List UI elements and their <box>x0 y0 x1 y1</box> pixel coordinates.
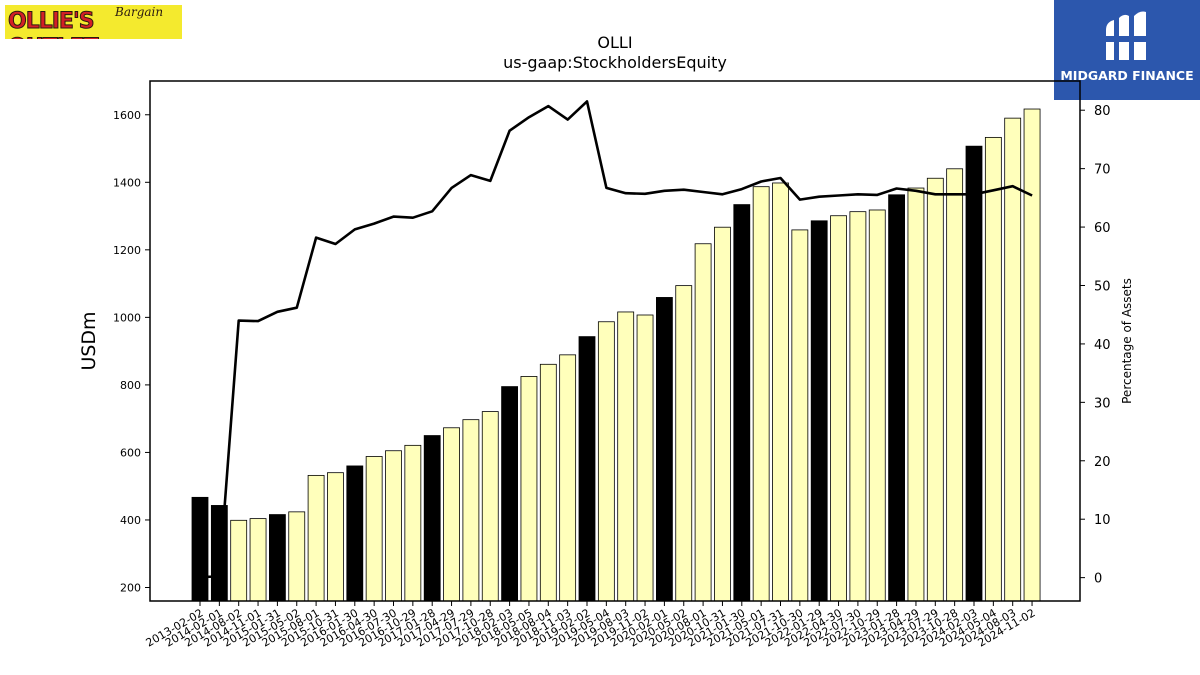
bar-2020-08-01 <box>694 243 712 602</box>
left-tick-label-1600: 1600 <box>113 109 141 122</box>
bar-2014-02-01 <box>210 505 228 602</box>
bar-2021-01-30 <box>733 204 751 602</box>
bar-2014-11-01 <box>249 518 267 602</box>
bar-2016-04-30 <box>365 456 383 602</box>
bar-2017-04-29 <box>443 427 460 602</box>
midgard-finance-logo: MIDGARD FINANCE <box>1054 0 1200 100</box>
ollies-logo: Bargain OLLIE'S OUTLET <box>5 5 182 39</box>
right-tick-label-80: 80 <box>1094 104 1111 119</box>
bar-2018-05-05 <box>520 376 538 602</box>
left-tick-label-1200: 1200 <box>113 244 141 257</box>
bar-2020-02-01 <box>656 297 673 602</box>
right-tick-label-70: 70 <box>1094 163 1111 178</box>
bar-2017-07-29 <box>462 419 480 602</box>
left-tick-label-600: 600 <box>120 446 141 459</box>
left-tick-label-800: 800 <box>120 379 141 392</box>
bar-2019-08-03 <box>617 311 635 602</box>
plot-frame <box>149 80 1081 602</box>
ollies-logo-tagline: Bargain <box>115 5 164 19</box>
percentage-line <box>199 100 1033 579</box>
bar-2023-10-28 <box>946 168 964 602</box>
right-tick-label-30: 30 <box>1094 396 1111 411</box>
right-tick-label-60: 60 <box>1094 221 1111 236</box>
bar-2024-08-03 <box>1004 117 1022 602</box>
bar-2017-10-28 <box>481 411 499 602</box>
bar-2022-10-29 <box>868 209 886 602</box>
ollies-logo-brand: OLLIE'S OUTLET <box>8 9 100 40</box>
bar-2013-02-02 <box>191 496 209 602</box>
bar-2024-11-02 <box>1023 108 1041 602</box>
right-axis: 0 10 20 30 40 50 60 70 80 <box>1080 104 1111 587</box>
bar-2018-08-04 <box>539 363 557 602</box>
midgard-mark-icon <box>1104 11 1150 60</box>
left-tick-label-200: 200 <box>120 581 141 594</box>
right-tick-label-10: 10 <box>1094 513 1111 528</box>
right-tick-label-40: 40 <box>1094 338 1111 353</box>
bar-2023-07-29 <box>926 177 944 602</box>
left-tick-label-400: 400 <box>120 514 141 527</box>
bar-2015-01-31 <box>268 514 286 602</box>
bar-2015-10-31 <box>327 472 344 602</box>
right-tick-label-50: 50 <box>1094 279 1111 294</box>
bar-2018-11-03 <box>559 354 577 602</box>
chart-subtitle: us-gaap:StockholdersEquity <box>503 53 727 72</box>
bar-series <box>191 108 1041 602</box>
bar-2022-07-30 <box>849 211 867 602</box>
bar-2022-01-29 <box>810 220 828 602</box>
bar-2014-08-02 <box>230 519 248 602</box>
bar-2024-05-04 <box>984 136 1002 602</box>
right-tick-label-20: 20 <box>1094 455 1111 470</box>
left-axis: 200 400 600 800 1000 1200 1400 1600 <box>113 109 150 594</box>
bar-2021-10-30 <box>791 229 809 602</box>
bar-2017-01-28 <box>423 435 441 602</box>
bar-2015-08-01 <box>307 474 325 602</box>
bar-2020-05-02 <box>675 285 693 602</box>
bar-2023-01-28 <box>888 194 905 602</box>
y2-axis-label: Percentage of Assets <box>1120 278 1134 404</box>
bar-2019-11-02 <box>636 314 654 602</box>
midgard-finance-name: MIDGARD FINANCE <box>1060 68 1194 83</box>
bar-2015-05-02 <box>288 511 306 602</box>
bar-2016-01-30 <box>346 465 364 602</box>
bar-2016-07-30 <box>385 450 402 602</box>
bar-2016-10-29 <box>404 444 422 602</box>
bar-2020-10-31 <box>714 226 731 602</box>
bar-2024-02-03 <box>965 145 983 602</box>
left-tick-label-1000: 1000 <box>113 311 141 324</box>
bar-2021-07-31 <box>772 182 789 602</box>
bar-2019-05-04 <box>597 321 615 602</box>
y-axis-label: USDm <box>78 311 100 370</box>
bar-2023-04-29 <box>907 187 925 602</box>
right-tick-label-0: 0 <box>1094 572 1102 587</box>
percentage-line-series <box>199 100 1033 579</box>
chart-title: OLLI <box>597 33 632 52</box>
left-tick-label-1400: 1400 <box>113 176 141 189</box>
bar-2022-04-30 <box>830 215 847 602</box>
bar-2019-02-02 <box>578 336 596 602</box>
bar-2018-02-03 <box>501 386 519 602</box>
bar-2021-05-01 <box>752 186 770 602</box>
x-axis: 2013-02-022014-02-012014-08-022014-11-01… <box>144 601 1038 650</box>
